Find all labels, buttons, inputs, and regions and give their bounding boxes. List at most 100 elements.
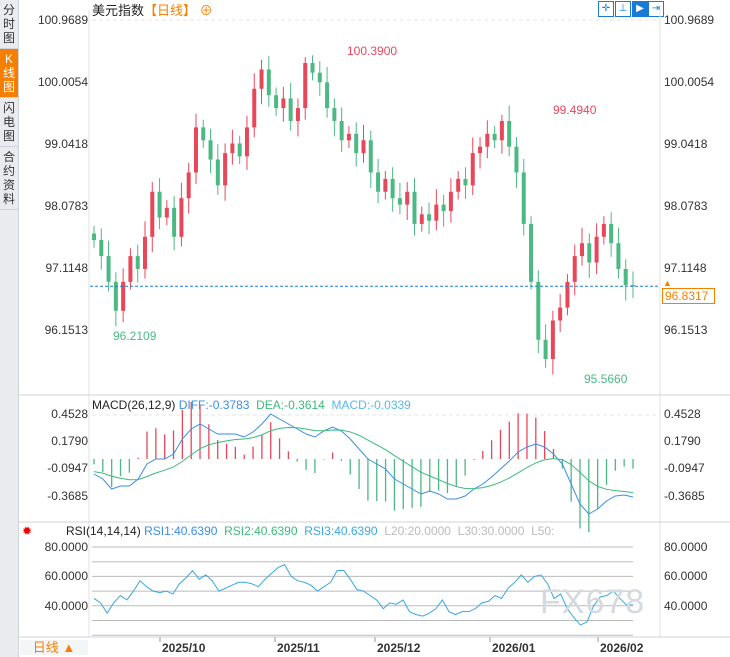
candle-body [303, 63, 308, 109]
rsi-axis-label: 80.0000 [44, 540, 88, 554]
candle-body [274, 95, 279, 109]
low-label-2: 95.5660 [584, 372, 628, 386]
candle-body [427, 214, 432, 221]
period-label[interactable]: 【日线】 [144, 3, 197, 18]
range-icon[interactable]: ⊥ [615, 1, 631, 17]
tab-contract-info[interactable]: 合约资料 [0, 147, 18, 210]
candle-body [492, 133, 497, 141]
candle-body [470, 153, 475, 186]
high-label: 100.3900 [347, 44, 398, 58]
candle-body [397, 198, 402, 205]
candle-body [135, 256, 140, 269]
candle-body [529, 223, 534, 282]
rsi-axis-label-right: 80.0000 [664, 540, 708, 554]
candle-body [106, 256, 111, 282]
rsi-legend: RSI(14,14,14) RSI1:40.6390 RSI2:40.6390 … [66, 524, 554, 538]
price-axis-label: 100.9689 [37, 13, 88, 27]
candle-body [558, 307, 563, 321]
macd-axis-label: 0.1790 [51, 434, 88, 449]
candle-body [514, 146, 519, 173]
candle-body [310, 63, 315, 73]
fit-icon[interactable]: ▶ [632, 1, 648, 17]
crosshair-icon[interactable]: ✛ [598, 1, 614, 17]
macd-axis-label-right: 0.1790 [664, 434, 701, 449]
rsi1-value: RSI1:40.6390 [144, 524, 218, 538]
candle-body [419, 214, 424, 224]
candle-body [594, 236, 599, 263]
candle-body [580, 243, 585, 257]
rsi-axis-label: 60.0000 [44, 569, 88, 584]
candle-body [507, 120, 512, 147]
candle-body [230, 143, 235, 154]
low-label-1: 96.2109 [113, 329, 157, 343]
candle-body [157, 191, 162, 218]
rsi-axis-label: 40.0000 [44, 598, 88, 613]
rsi-axis-label-right: 60.0000 [664, 569, 708, 584]
candle-body [295, 108, 300, 121]
chevron-up-icon[interactable]: ▲ [663, 278, 672, 288]
macd-axis-label: 0.4528 [51, 406, 88, 421]
candle-body [383, 178, 388, 192]
candle-body [609, 223, 614, 244]
candle-body [186, 172, 191, 199]
tab-timeshare[interactable]: 分时图 [0, 0, 18, 49]
rsi2-value: RSI2:40.6390 [224, 524, 298, 538]
diff-line [93, 413, 634, 515]
candle-body [368, 140, 373, 173]
date-label: 2026/02 [600, 641, 644, 655]
sidebar: 分时图 K线图 闪电图 合约资料 [0, 0, 19, 657]
instrument-name: 美元指数 [92, 3, 145, 18]
tab-flash[interactable]: 闪电图 [0, 98, 18, 147]
candle-body [339, 120, 344, 141]
candle-body [354, 133, 359, 154]
candle-body [201, 127, 206, 141]
candle-body [215, 159, 220, 186]
price-axis-label-right: 100.9689 [664, 13, 715, 27]
watermark: FX678 [540, 583, 646, 621]
candle-body [288, 98, 293, 121]
candle-body [456, 178, 461, 192]
candle-body [92, 233, 96, 241]
candle-body [521, 172, 526, 224]
candle-body [208, 140, 213, 160]
candle-body [99, 240, 104, 257]
candle-body [281, 98, 286, 109]
candle-body [193, 127, 198, 173]
candle-body [332, 108, 337, 121]
candle-body [121, 281, 126, 311]
macd-legend: MACD(26,12,9) DIFF:-0.3783 DEA:-0.3614 M… [92, 398, 411, 412]
candle-body [587, 243, 592, 263]
rsi-l30: L30:30.0000 [457, 524, 525, 538]
candle-body [572, 256, 577, 282]
candle-body [244, 127, 249, 157]
macd-axis-label: -0.3685 [47, 488, 88, 503]
candle-body [128, 256, 133, 282]
candle-body [631, 285, 635, 287]
date-label: 2025/10 [162, 641, 206, 655]
candle-body [252, 88, 257, 128]
plus-circle-icon[interactable]: ⊕ [196, 3, 213, 18]
candle-body [361, 140, 366, 154]
scroll-end-icon[interactable]: ⇥ [648, 1, 664, 17]
candle-body [441, 204, 446, 212]
macd-axis-label-right: -0.3685 [664, 488, 705, 503]
candle-body [142, 236, 147, 269]
price-axis-label: 100.0054 [37, 75, 88, 89]
candle-body [434, 204, 439, 221]
candle-body [113, 281, 118, 311]
rsi-label: RSI(14,14,14) [66, 524, 141, 538]
tab-kline[interactable]: K线图 [0, 49, 18, 98]
candle-body [616, 243, 621, 269]
settings-icon[interactable]: ✹ [22, 524, 33, 538]
candle-body [172, 207, 177, 237]
price-axis-label-right: 98.0783 [664, 199, 708, 213]
rsi-line [93, 563, 633, 626]
price-axis-label: 97.1148 [45, 261, 89, 275]
date-label: 2025/11 [277, 641, 320, 655]
candle-body [463, 178, 468, 186]
candle-body [499, 120, 504, 141]
price-axis-label-right: 100.0054 [664, 75, 715, 89]
period-button[interactable]: 日线 ▲ [20, 640, 88, 655]
candle-body [346, 133, 351, 141]
